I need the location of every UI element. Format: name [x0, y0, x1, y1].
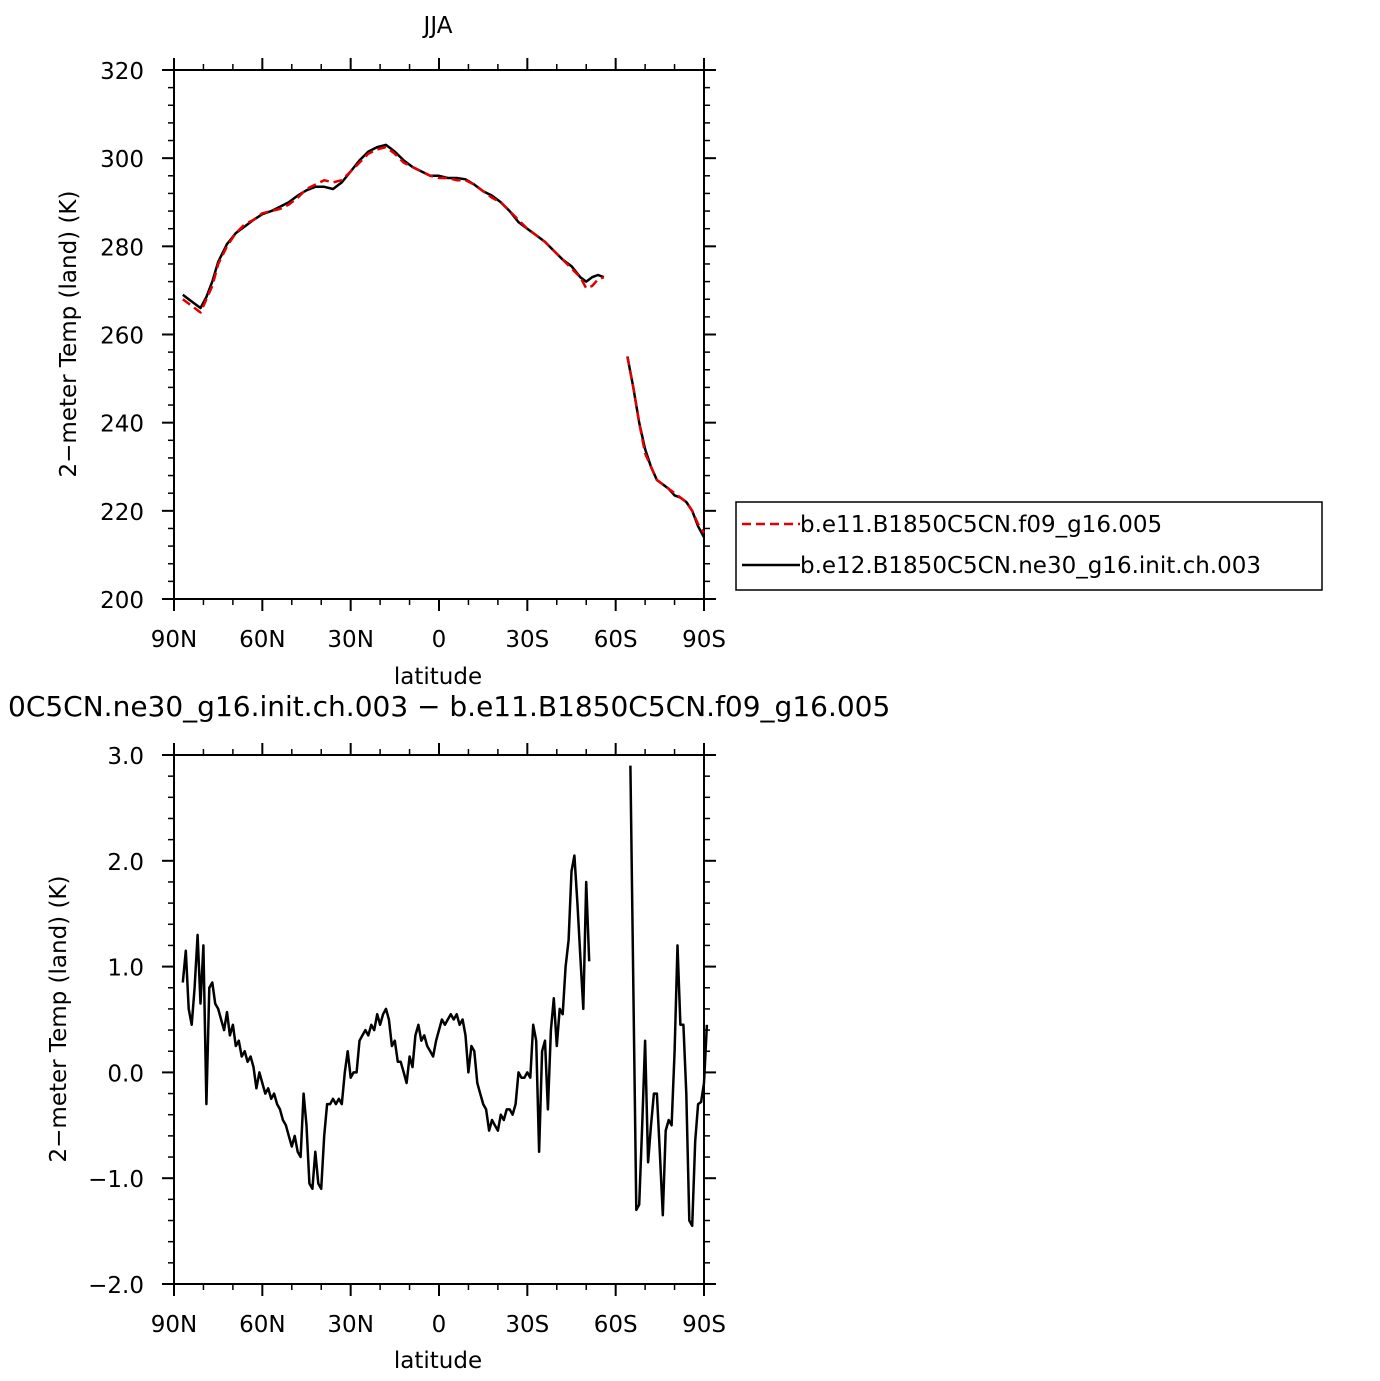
top-y-axis-label: 2−meter Temp (land) (K) [56, 191, 82, 478]
top-y-tick-label: 260 [100, 324, 144, 350]
legend: b.e11.B1850C5CN.f09_g16.005 b.e12.B1850C… [735, 501, 1323, 591]
top-series-1-line-segment-2 [626, 356, 706, 534]
top-x-tick-label: 60S [594, 627, 638, 653]
top-panel: JJA latitude 2−meter Temp (land) (K) 90N… [56, 13, 1323, 690]
bottom-x-tick-label: 0 [432, 1312, 447, 1338]
bottom-axes: 90N 60N 30N 0 30S 60S 90S −2.0 −1.0 0.0 1.0 2.0 3.0 [88, 743, 726, 1338]
top-x-tick-label: 30N [327, 627, 373, 653]
legend-label-series-2: b.e12.B1850C5CN.ne30_g16.init.ch.003 [800, 553, 1261, 579]
bottom-y-tick-label: 2.0 [107, 850, 144, 876]
bottom-series-lines [181, 765, 709, 1228]
bottom-x-tick-label: 60N [239, 1312, 285, 1338]
top-series-2-line-segment-1 [182, 143, 605, 310]
top-axes: 90N 60N 30N 0 30S 60S 90S 200 220 240 260 280 300 320 [100, 58, 726, 653]
bottom-y-tick-label: −1.0 [88, 1167, 144, 1193]
legend-box [735, 501, 1323, 591]
top-y-tick-label: 320 [100, 59, 144, 85]
top-y-tick-label: 280 [100, 235, 144, 261]
bottom-series-1-line-segment-2 [629, 765, 709, 1228]
bottom-y-axis-label: 2−meter Temp (land) (K) [46, 876, 72, 1163]
top-series-1-line-segment-1 [182, 145, 605, 314]
bottom-x-tick-label: 60S [594, 1312, 638, 1338]
bottom-x-tick-label: 30S [505, 1312, 549, 1338]
bottom-y-tick-label: 3.0 [107, 744, 144, 770]
bottom-x-axis-label: latitude [394, 1348, 482, 1374]
top-x-tick-label: 30S [505, 627, 549, 653]
bottom-y-tick-label: 1.0 [107, 956, 144, 982]
top-y-tick-label: 240 [100, 412, 144, 438]
top-x-tick-label: 90S [682, 627, 726, 653]
top-x-tick-label: 90N [151, 627, 197, 653]
top-plot-frame [173, 69, 705, 600]
bottom-series-1-line-segment-1 [181, 854, 591, 1191]
top-y-tick-label: 200 [100, 588, 144, 614]
top-y-tick-label: 300 [100, 147, 144, 173]
top-x-tick-label: 60N [239, 627, 285, 653]
top-x-axis-label: latitude [394, 664, 482, 690]
top-x-tick-label: 0 [432, 627, 447, 653]
bottom-panel: 0C5CN.ne30_g16.init.ch.003 − b.e11.B1850… [8, 690, 890, 1374]
bottom-x-tick-label: 90S [682, 1312, 726, 1338]
legend-label-series-1: b.e11.B1850C5CN.f09_g16.005 [800, 512, 1162, 538]
bottom-y-tick-label: −2.0 [88, 1273, 144, 1299]
top-chart-title: JJA [422, 13, 453, 39]
bottom-x-tick-label: 30N [327, 1312, 373, 1338]
bottom-y-tick-label: 0.0 [107, 1061, 144, 1087]
bottom-plot-frame [173, 754, 705, 1285]
bottom-x-tick-label: 90N [151, 1312, 197, 1338]
bottom-chart-title: 0C5CN.ne30_g16.init.ch.003 − b.e11.B1850… [8, 690, 890, 723]
top-y-tick-label: 220 [100, 500, 144, 526]
top-series-lines [182, 143, 706, 538]
